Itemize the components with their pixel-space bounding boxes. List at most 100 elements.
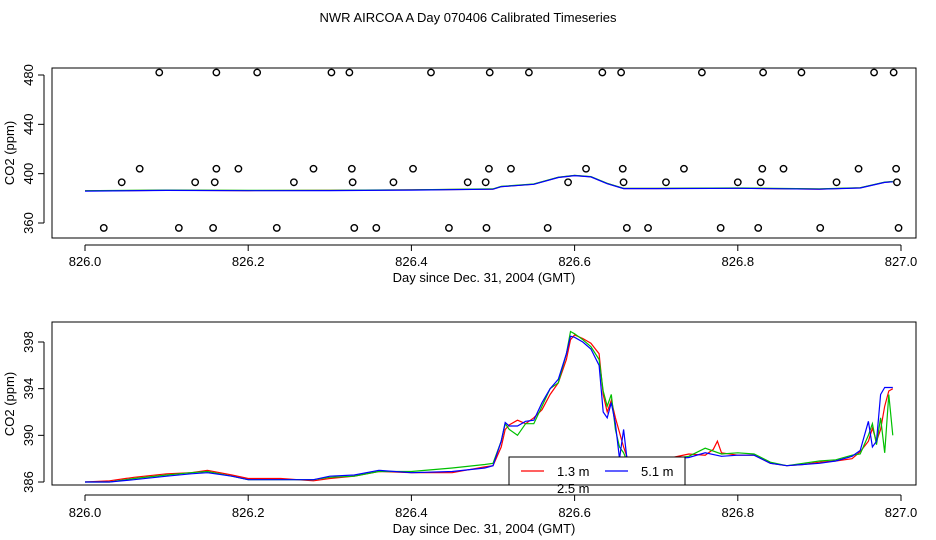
scatter-point [756, 178, 765, 187]
scatter-point [427, 68, 435, 77]
scatter-point [733, 178, 742, 187]
scatter-point [253, 68, 262, 77]
bottom-y-axis-label: CO2 (ppm) [2, 372, 17, 436]
top-x-tick-label: 826.6 [558, 254, 591, 269]
bottom-y-tick-label: 398 [21, 331, 36, 353]
scatter-point [619, 178, 628, 187]
scatter-point [894, 224, 903, 232]
bottom-x-tick-label: 827.0 [885, 505, 918, 520]
scatter-point [99, 224, 108, 232]
scatter-point [598, 68, 607, 77]
scatter-point [617, 68, 626, 77]
top-axes: 826.0 826.2 826.4 826.6 826.8 827.0 360 400 440 4… [21, 64, 917, 269]
scatter-point [892, 164, 901, 173]
scatter-point [289, 178, 298, 187]
bottom-y-tick-label: 394 [21, 378, 36, 400]
top-marks [84, 68, 903, 232]
top-y-axis-label: CO2 (ppm) [2, 121, 17, 185]
scatter-point [389, 178, 398, 187]
scatter-point [481, 178, 490, 187]
scatter-point [485, 68, 494, 77]
scatter-point [832, 178, 841, 187]
scatter-point [309, 164, 318, 173]
scatter-point [854, 164, 863, 173]
top-x-tick-label: 827.0 [885, 254, 918, 269]
scatter-point [779, 164, 788, 173]
scatter-point [716, 224, 725, 232]
scatter-point [155, 68, 164, 77]
scatter-point [174, 224, 183, 232]
scatter-point [210, 178, 219, 187]
scatter-point [525, 68, 533, 77]
scatter-point [644, 224, 652, 232]
legend: 1.3 m 5.1 m 2.5 m [508, 456, 686, 496]
bottom-x-tick-label: 826.8 [722, 505, 755, 520]
scatter-point [372, 224, 381, 232]
bottom-y-tick-label: 390 [21, 424, 36, 446]
scatter-point [697, 68, 706, 77]
scatter-point [209, 224, 218, 232]
scatter-point [893, 178, 901, 187]
scatter-point [797, 68, 806, 77]
scatter-point [816, 224, 825, 232]
scatter-point [212, 68, 221, 77]
series-line-51m [85, 335, 893, 483]
bottom-plot-frame [51, 321, 917, 486]
chart-title: NWR AIRCOA A Day 070406 Calibrated Times… [319, 10, 617, 25]
scatter-point [348, 178, 357, 187]
scatter-point [117, 178, 126, 187]
top-panel: 826.0 826.2 826.4 826.6 826.8 827.0 360 400 440 4… [2, 64, 917, 285]
top-x-axis-label: Day since Dec. 31, 2004 (GMT) [393, 270, 576, 285]
series-line-25m [85, 330, 894, 483]
top-y-tick-label: 480 [21, 64, 36, 86]
bottom-marks [84, 330, 894, 483]
top-plot-frame [51, 67, 917, 239]
scatter-point [754, 224, 763, 232]
top-x-tick-label: 826.8 [722, 254, 755, 269]
scatter-point [482, 224, 491, 232]
scatter-point [445, 224, 453, 232]
top-y-tick-label: 440 [21, 113, 36, 135]
scatter-point [234, 164, 243, 173]
bottom-panel: 826.0 826.2 826.4 826.6 826.8 827.0 386 390 394 3… [2, 321, 917, 536]
bottom-x-axis-label: Day since Dec. 31, 2004 (GMT) [393, 521, 576, 536]
legend-label-1-3m: 1.3 m [557, 464, 590, 479]
scatter-point [272, 224, 281, 232]
scatter-point [618, 164, 627, 173]
scatter-point [622, 224, 631, 232]
legend-label-5-1m: 5.1 m [641, 464, 674, 479]
scatter-point [564, 178, 572, 187]
bottom-x-tick-label: 826.4 [395, 505, 428, 520]
scatter-point [191, 178, 200, 187]
scatter-point [507, 164, 515, 173]
top-x-tick-label: 826.4 [395, 254, 428, 269]
bottom-y-tick-label: 386 [21, 471, 36, 493]
scatter-point [680, 164, 688, 173]
scatter-point [409, 164, 417, 173]
scatter-point [759, 68, 767, 77]
scatter-point [135, 164, 144, 173]
top-x-tick-label: 826.2 [232, 254, 265, 269]
top-y-tick-label: 360 [21, 212, 36, 234]
legend-label-2-5m: 2.5 m [557, 481, 590, 496]
bottom-x-tick-label: 826.6 [558, 505, 591, 520]
top-y-tick-label: 400 [21, 163, 36, 185]
bottom-axes: 826.0 826.2 826.4 826.6 826.8 827.0 386 390 394 3… [21, 331, 917, 520]
scatter-point [582, 164, 590, 173]
scatter-point [758, 164, 767, 173]
scatter-point [345, 68, 354, 77]
scatter-point [350, 224, 359, 232]
scatter-point [347, 164, 356, 173]
series-line-13m [84, 334, 894, 483]
top-series-line-51m [84, 174, 893, 192]
scatter-point [662, 178, 670, 187]
scatter-point [870, 68, 878, 77]
scatter-point [543, 224, 552, 232]
scatter-point [327, 68, 336, 77]
scatter-point [212, 164, 221, 173]
scatter-point [889, 68, 898, 77]
bottom-x-tick-label: 826.0 [69, 505, 102, 520]
top-x-tick-label: 826.0 [69, 254, 102, 269]
bottom-x-tick-label: 826.2 [232, 505, 265, 520]
